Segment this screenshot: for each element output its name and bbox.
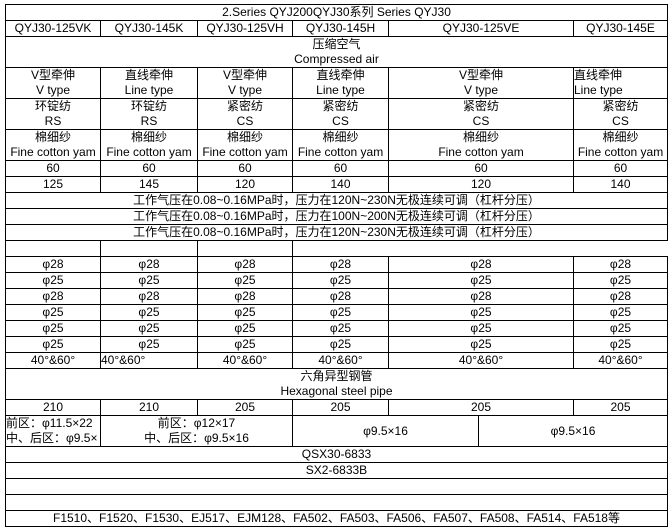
yarn-cell: 棉细纱 Fine cotton yam	[100, 129, 198, 161]
yarn-cell: 棉细纱 Fine cotton yam	[388, 129, 574, 161]
value-row-60: 60 60 60 60 60 60	[5, 160, 668, 177]
value-cell: 125	[5, 176, 101, 193]
cradle-cell: φ9.5×16	[292, 415, 479, 447]
drafting-row: V型牵伸 V type 直线牵伸 Line type V型牵伸 V type 直线牵伸…	[5, 67, 668, 99]
spinning-cell: 环锭纺 RS	[5, 98, 101, 130]
yarn-cell: 棉细纱 Fine cotton yam	[573, 129, 668, 161]
pressure-source-cn: 压缩空气	[312, 37, 361, 52]
value-row-length: 125 145 120 140 120 140	[5, 176, 668, 193]
blank-row	[5, 494, 668, 511]
blank-row	[5, 240, 668, 257]
model-b: SX2-6833B	[5, 462, 668, 479]
model-cell: QYJ30-125VK	[5, 20, 101, 37]
table-title: 2.Series QYJ200QYJ30系列 Series QYJ30	[5, 4, 668, 21]
spinning-row: 环锭纺 RS 环锭纺 RS 紧密纺 CS 紧密纺 CS 紧密纺 CS 紧密纺 CS	[5, 98, 668, 130]
pressure-source-en: Compressed air	[294, 52, 379, 66]
diameter-row: φ25 φ25 φ25 φ25 φ25 φ25	[5, 304, 668, 321]
value-cell: 120	[197, 176, 293, 193]
drafting-cell: V型牵伸 V type	[197, 67, 293, 99]
value-cell: 145	[100, 176, 198, 193]
yarn-cell: 棉细纱 Fine cotton yam	[197, 129, 293, 161]
model-cell: QYJ30-145K	[100, 20, 198, 37]
pressure-note: 工作气压在0.08~0.16MPa时，压力在100N~200N无极连续可调（杠杆…	[5, 208, 668, 225]
diameter-row: φ25 φ25 φ25 φ25 φ25 φ25	[5, 320, 668, 337]
spec-table: 2.Series QYJ200QYJ30系列 Series QYJ30 QYJ3…	[5, 4, 668, 527]
model-cell: QYJ30-125VE	[388, 20, 574, 37]
value-cell: 60	[5, 160, 101, 177]
value-cell: 60	[292, 160, 389, 177]
yarn-row: 棉细纱 Fine cotton yam 棉细纱 Fine cotton yam 棉细…	[5, 129, 668, 161]
drafting-cell: 直线牵伸 Line type	[573, 67, 668, 99]
model-a: QSX30-6833	[5, 446, 668, 463]
drafting-cell: V型牵伸 V type	[5, 67, 101, 99]
yarn-cell: 棉细纱 Fine cotton yam	[5, 129, 101, 161]
pipe-cn: 六角异型钢管	[300, 369, 373, 384]
drafting-cell: 直线牵伸 Line type	[100, 67, 198, 99]
pressure-note: 工作气压在0.08~0.16MPa时，压力在120N~230N无极连续可调（杠杆…	[5, 192, 668, 209]
value-cell: 60	[100, 160, 198, 177]
blank-row	[5, 478, 668, 495]
cradle-cell: φ9.5×16	[478, 415, 668, 447]
drafting-cell: V型牵伸 V type	[388, 67, 574, 99]
value-cell: 140	[292, 176, 389, 193]
diameter-row: φ25 φ25 φ25 φ25 φ25 φ25	[5, 336, 668, 353]
pressure-source: 压缩空气 Compressed air	[5, 36, 668, 68]
model-row: QYJ30-125VK QYJ30-145K QYJ30-125VH QYJ30…	[5, 20, 668, 37]
model-cell: QYJ30-125VH	[197, 20, 293, 37]
diameter-row: φ25 φ25 φ25 φ25 φ25 φ25	[5, 272, 668, 289]
spinning-cell: 紧密纺 CS	[197, 98, 293, 130]
value-cell: 140	[573, 176, 668, 193]
cradle-cell: 前区：φ12×17 中、后区：φ9.5×16	[100, 415, 293, 447]
spinning-cell: 紧密纺 CS	[292, 98, 389, 130]
drafting-cell: 直线牵伸 Line type	[292, 67, 389, 99]
pipe-length-row: 210 210 205 205 205 205	[5, 399, 668, 416]
cradle-cell: 前区：φ11.5×22 中、后区：φ9.5×	[5, 415, 101, 447]
pipe-en: Hexagonal steel pipe	[280, 384, 393, 398]
angle-row: 40°&60° 40°&60° 40°&60° 40°&60° 40°&60° 40°&6…	[5, 352, 668, 369]
value-cell: 60	[573, 160, 668, 177]
diameter-row: φ28 φ28 φ28 φ28 φ28 φ28	[5, 288, 668, 305]
cradle-row: 前区：φ11.5×22 中、后区：φ9.5× 前区：φ12×17 中、后区：φ9.5…	[5, 415, 668, 447]
pipe-type: 六角异型钢管 Hexagonal steel pipe	[5, 368, 668, 400]
spinning-cell: 紧密纺 CS	[388, 98, 574, 130]
model-cell: QYJ30-145H	[292, 20, 389, 37]
value-cell: 60	[388, 160, 574, 177]
value-cell: 60	[197, 160, 293, 177]
spinning-cell: 紧密纺 CS	[573, 98, 668, 130]
model-cell: QYJ30-145E	[573, 20, 668, 37]
pressure-note: 工作气压在0.08~0.16MPa时，压力在120N~230N无极连续可调（杠杆…	[5, 224, 668, 241]
value-cell: 120	[388, 176, 574, 193]
spinning-cell: 环锭纺 RS	[100, 98, 198, 130]
yarn-cell: 棉细纱 Fine cotton yam	[292, 129, 389, 161]
applicable-models: F1510、F1520、F1530、EJ517、EJM128、FA502、FA5…	[5, 510, 668, 527]
diameter-row: φ28 φ28 φ28 φ28 φ28 φ28	[5, 256, 668, 273]
